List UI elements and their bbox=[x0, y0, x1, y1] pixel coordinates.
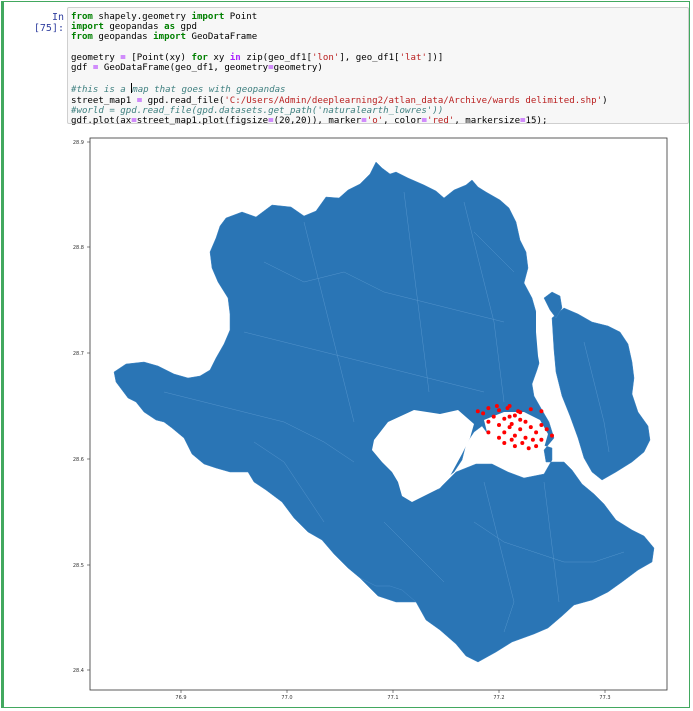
ward-boundaries bbox=[163, 191, 625, 633]
code-line-5: geometry = [Point(xy) for xy in zip(geo_… bbox=[71, 52, 444, 63]
y-axis: 28.9 28.8 28.7 28.6 28.5 28.4 bbox=[73, 140, 90, 674]
cell-prompt: In [75]: bbox=[33, 12, 64, 34]
scatter-point bbox=[523, 435, 528, 440]
x-tick-label-3: 77.1 bbox=[387, 695, 398, 701]
y-tick-label-6: 28.4 bbox=[73, 668, 84, 674]
scatter-point bbox=[486, 406, 491, 411]
map-hole-central bbox=[484, 412, 548, 452]
x-axis: 76.9 77.0 77.1 77.2 77.3 bbox=[175, 690, 611, 701]
scatter-point bbox=[534, 430, 539, 435]
map-polygon-east bbox=[551, 307, 651, 481]
y-tick-label-1: 28.9 bbox=[73, 140, 84, 146]
x-tick-label-5: 77.3 bbox=[599, 695, 610, 701]
map-polygon-northeast bbox=[543, 291, 563, 319]
scatter-point bbox=[528, 425, 533, 430]
code-line-6: gdf = GeoDataFrame(geo_df1, geometry=geo… bbox=[71, 63, 323, 74]
scatter-point bbox=[481, 411, 486, 416]
scatter-point bbox=[486, 419, 491, 424]
scatter-point bbox=[512, 413, 517, 418]
scatter-point bbox=[507, 414, 512, 419]
map-river bbox=[536, 302, 586, 478]
map-polygon-main bbox=[113, 161, 655, 663]
scatter-point bbox=[509, 422, 514, 426]
y-tick-label-5: 28.5 bbox=[73, 563, 84, 569]
text-cursor bbox=[131, 83, 133, 94]
scatter-point bbox=[486, 430, 491, 435]
code-line-10: #world = gpd.read_file(gpd.datasets.get_… bbox=[71, 105, 444, 116]
scatter-point bbox=[509, 437, 514, 442]
scatter-point bbox=[497, 435, 501, 440]
scatter-point bbox=[550, 433, 554, 438]
scatter-point bbox=[497, 408, 501, 413]
scatter-point bbox=[544, 427, 549, 432]
scatter-point bbox=[534, 444, 539, 449]
code-line-2: import geopandas as gpd bbox=[71, 22, 197, 33]
scatter-point bbox=[516, 409, 521, 414]
scatter-point bbox=[502, 416, 507, 421]
scatter-point bbox=[505, 406, 510, 411]
scatter-point bbox=[539, 423, 544, 427]
scatter-point bbox=[497, 423, 501, 427]
scatter-point bbox=[502, 430, 507, 435]
scatter-point bbox=[512, 433, 517, 438]
code-line-8: #this is a map that goes with geopandas bbox=[71, 83, 286, 96]
y-tick-label-2: 28.8 bbox=[73, 245, 84, 251]
scatter-point bbox=[530, 437, 535, 442]
scatter-point bbox=[507, 425, 512, 430]
code-line-3: from geopandas import GeoDataFrame bbox=[71, 32, 258, 43]
x-tick-label-4: 77.2 bbox=[493, 695, 504, 701]
code-line-11: gdf.plot(ax=street_map1.plot(figsize=(20… bbox=[71, 116, 548, 127]
scatter-point bbox=[539, 409, 544, 414]
scatter-point bbox=[518, 427, 523, 432]
scatter-point bbox=[539, 437, 544, 442]
x-tick-label-1: 76.9 bbox=[175, 695, 186, 701]
y-tick-label-3: 28.7 bbox=[73, 351, 84, 357]
scatter-point bbox=[502, 441, 507, 445]
x-tick-label-2: 77.0 bbox=[281, 695, 292, 701]
scatter-point bbox=[491, 414, 496, 419]
scatter-points bbox=[475, 404, 554, 451]
scatter-point bbox=[523, 419, 528, 424]
code-editor[interactable]: from shapely.geometry import Point impor… bbox=[67, 7, 689, 127]
scatter-point bbox=[475, 409, 480, 414]
scatter-point bbox=[526, 446, 531, 451]
scatter-point bbox=[528, 407, 533, 412]
map-hole-southwest bbox=[372, 410, 474, 502]
code-line-1: from shapely.geometry import Point bbox=[71, 12, 258, 22]
code-line-9: street_map1 = gpd.read_file('C:/Users/Ad… bbox=[71, 95, 608, 106]
scatter-point bbox=[512, 444, 517, 449]
scatter-point bbox=[520, 441, 525, 445]
scatter-point bbox=[494, 404, 499, 408]
plot-output: 28.9 28.8 28.7 28.6 28.5 28.4 76.9 77.0 … bbox=[73, 137, 668, 701]
scatter-point bbox=[518, 417, 523, 422]
y-tick-label-4: 28.6 bbox=[73, 457, 84, 463]
